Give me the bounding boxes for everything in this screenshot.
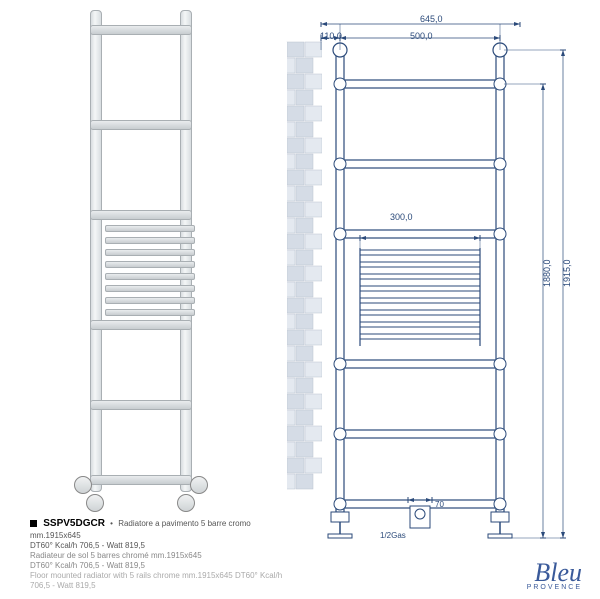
valve-icon [190, 476, 208, 494]
brand-logo: Bleu PROVENCE [527, 561, 582, 591]
radiator-rail [90, 120, 192, 130]
spec-it: DT60° Kcal/h 706,5 - Watt 819,5 [30, 541, 145, 550]
technical-drawing: 645,0 500,0 110,0 300,0 1915,0 1880,0 70… [285, 22, 585, 552]
dim-pipe: 1/2Gas [380, 531, 406, 540]
dim-valve-gap: 70 [435, 500, 444, 509]
foot-icon [177, 494, 195, 512]
drawing-svg [285, 22, 585, 552]
radiator-rail [90, 400, 192, 410]
radiator-post-left [90, 10, 102, 492]
product-caption: SSPV5DGCR • Radiatore a pavimento 5 barr… [30, 518, 290, 591]
dim-rail-width: 500,0 [410, 31, 433, 41]
radiator-rail [90, 25, 192, 35]
dim-rail-height: 1880,0 [542, 259, 552, 287]
desc-en: Floor mounted radiator with 5 rails chro… [30, 571, 282, 590]
dim-wall-offset: 110,0 [320, 31, 342, 41]
desc-fr: Radiateur de sol 5 barres chromé mm.1915… [30, 551, 202, 560]
radiator-rail [90, 320, 192, 330]
brand-sub: PROVENCE [527, 584, 582, 591]
radiator-grill [105, 225, 195, 321]
brand-name: Bleu [527, 561, 582, 584]
spec-fr: DT60° Kcal/h 706,5 - Watt 819,5 [30, 561, 145, 570]
dim-grill-width: 300,0 [390, 212, 413, 222]
foot-icon [86, 494, 104, 512]
bullet-icon [30, 520, 37, 527]
dim-overall-height: 1915,0 [562, 259, 572, 287]
page: SSPV5DGCR • Radiatore a pavimento 5 barr… [0, 0, 600, 599]
valve-icon [74, 476, 92, 494]
product-photo [60, 10, 240, 510]
product-sku: SSPV5DGCR [43, 518, 105, 529]
radiator-rail [90, 475, 192, 485]
dim-overall-width: 645,0 [420, 14, 443, 24]
radiator-rail [90, 210, 192, 220]
